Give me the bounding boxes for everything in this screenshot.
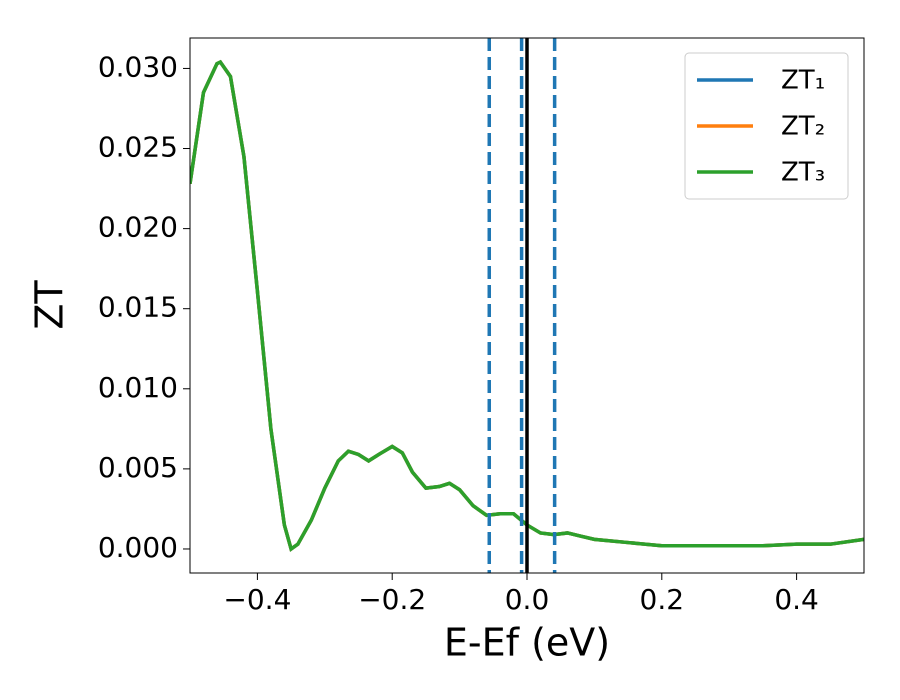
legend-label: ZT₃ <box>781 158 825 188</box>
plot-area <box>190 38 864 573</box>
y-tick-label: 0.030 <box>98 50 178 83</box>
y-tick-label: 0.010 <box>98 371 178 404</box>
legend-label: ZT₁ <box>781 66 825 96</box>
y-axis-label: ZT <box>28 280 72 330</box>
x-tick-label: 0.0 <box>505 583 550 616</box>
x-tick-label: −0.2 <box>358 583 426 616</box>
data-line <box>190 59 864 552</box>
x-tick-label: −0.4 <box>223 583 291 616</box>
y-tick-label: 0.020 <box>98 211 178 244</box>
y-tick-label: 0.005 <box>98 451 178 484</box>
y-tick-label: 0.000 <box>98 531 178 564</box>
axes-frame <box>189 37 865 574</box>
x-axis-label: E-Ef (eV) <box>444 621 610 665</box>
legend-label: ZT₂ <box>781 112 825 142</box>
legend-box <box>684 52 849 200</box>
x-tick-label: 0.2 <box>640 583 685 616</box>
y-tick-label: 0.015 <box>98 291 178 324</box>
x-tick-label: 0.4 <box>774 583 819 616</box>
y-tick-label: 0.025 <box>98 131 178 164</box>
